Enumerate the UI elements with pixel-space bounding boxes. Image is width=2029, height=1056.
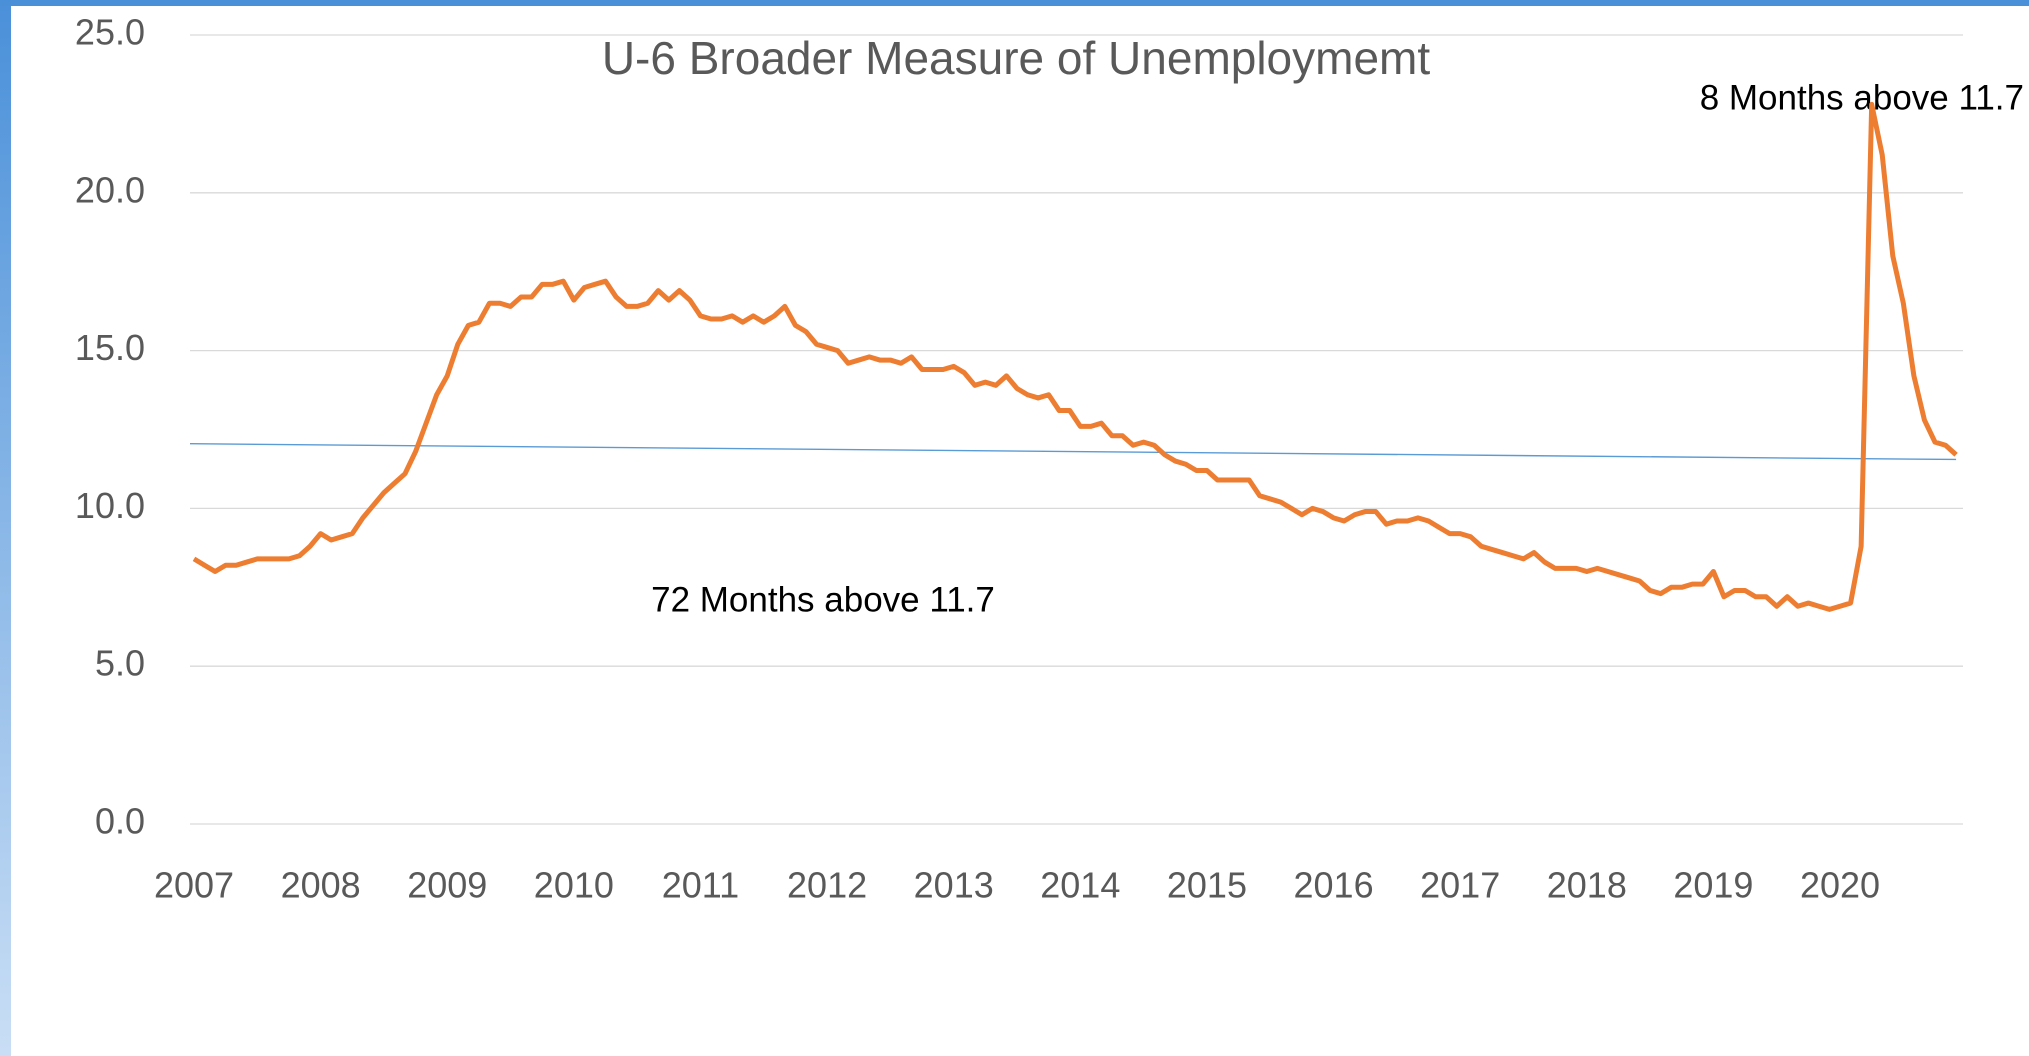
y-tick-label: 15.0 (75, 327, 145, 368)
x-tick-label: 2012 (787, 865, 867, 906)
annotation: 8 Months above 11.7 (1700, 78, 2024, 117)
x-tick-label: 2015 (1167, 865, 1247, 906)
y-tick-label: 20.0 (75, 169, 145, 210)
chart-title: U-6 Broader Measure of Unemploymemt (602, 32, 1431, 84)
x-tick-label: 2008 (281, 865, 361, 906)
x-tick-label: 2013 (914, 865, 994, 906)
x-tick-label: 2007 (154, 865, 234, 906)
y-tick-label: 10.0 (75, 485, 145, 526)
data-line (192, 101, 1958, 612)
annotation: 72 Months above 11.7 (651, 580, 995, 619)
trend-line (189, 443, 1957, 461)
y-tick-label: 5.0 (95, 643, 145, 684)
x-tick-label: 2009 (407, 865, 487, 906)
y-tick-label: 0.0 (95, 801, 145, 842)
x-tick-label: 2019 (1673, 865, 1753, 906)
x-tick-label: 2020 (1800, 865, 1880, 906)
x-tick-label: 2010 (534, 865, 614, 906)
x-tick-label: 2014 (1040, 865, 1120, 906)
x-tick-label: 2018 (1547, 865, 1627, 906)
left-border (0, 0, 11, 1056)
x-tick-label: 2016 (1294, 865, 1374, 906)
x-tick-label: 2011 (662, 865, 739, 906)
x-tick-label: 2017 (1420, 865, 1500, 906)
y-tick-label: 25.0 (75, 12, 145, 53)
top-border (0, 0, 2029, 6)
